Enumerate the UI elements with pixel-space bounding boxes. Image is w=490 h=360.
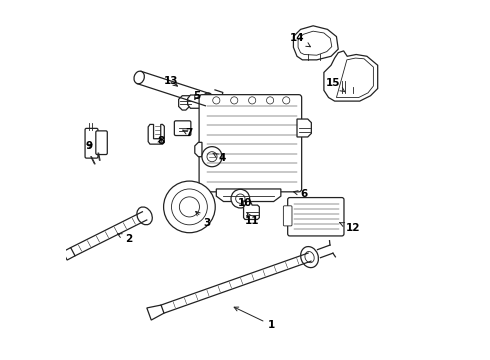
FancyBboxPatch shape — [174, 121, 191, 135]
Circle shape — [172, 189, 207, 225]
Text: 10: 10 — [238, 198, 252, 208]
Text: 2: 2 — [118, 234, 132, 244]
Ellipse shape — [202, 93, 213, 106]
Text: 14: 14 — [290, 33, 311, 47]
Text: 5: 5 — [193, 91, 200, 101]
FancyBboxPatch shape — [85, 129, 98, 158]
Text: 9: 9 — [85, 141, 93, 151]
Text: 4: 4 — [213, 153, 225, 163]
Polygon shape — [147, 305, 164, 320]
Polygon shape — [148, 125, 164, 144]
Ellipse shape — [301, 247, 318, 267]
Polygon shape — [179, 96, 193, 110]
Circle shape — [202, 147, 222, 167]
Polygon shape — [63, 248, 75, 260]
Circle shape — [213, 97, 220, 104]
Circle shape — [207, 152, 217, 162]
Circle shape — [236, 194, 245, 203]
Text: 1: 1 — [234, 307, 275, 330]
Polygon shape — [244, 202, 259, 220]
Text: 6: 6 — [294, 189, 308, 199]
Polygon shape — [188, 95, 203, 108]
Polygon shape — [297, 119, 311, 137]
Polygon shape — [195, 142, 202, 157]
Text: 13: 13 — [164, 76, 179, 86]
Polygon shape — [324, 51, 378, 101]
Circle shape — [179, 197, 199, 217]
Polygon shape — [294, 26, 338, 60]
Polygon shape — [216, 189, 281, 202]
Text: 12: 12 — [340, 222, 360, 233]
Circle shape — [231, 97, 238, 104]
Circle shape — [267, 97, 274, 104]
Text: 11: 11 — [245, 213, 259, 226]
Text: 8: 8 — [157, 136, 164, 145]
FancyBboxPatch shape — [288, 198, 344, 236]
FancyBboxPatch shape — [199, 95, 302, 192]
FancyBboxPatch shape — [96, 131, 107, 154]
Ellipse shape — [305, 252, 314, 263]
Text: 3: 3 — [196, 211, 211, 228]
Text: 7: 7 — [183, 129, 193, 138]
Ellipse shape — [137, 207, 152, 225]
FancyBboxPatch shape — [283, 206, 292, 226]
Ellipse shape — [134, 71, 145, 84]
Circle shape — [248, 97, 256, 104]
Circle shape — [164, 181, 215, 233]
Circle shape — [283, 97, 290, 104]
Circle shape — [231, 189, 250, 208]
Text: 15: 15 — [326, 78, 345, 92]
